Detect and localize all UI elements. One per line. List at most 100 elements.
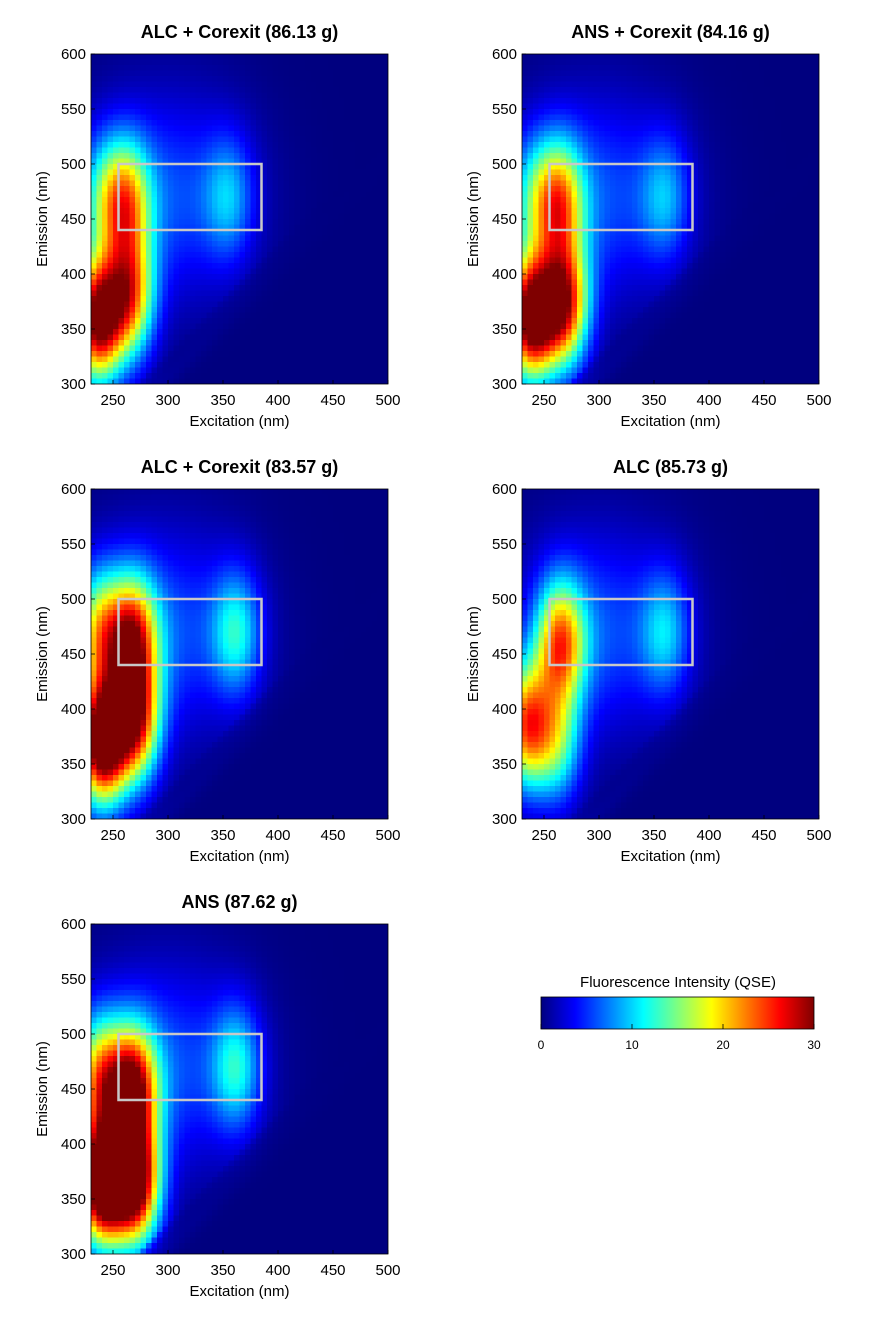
heatmap-cell: [283, 164, 290, 171]
heatmap-cell: [300, 169, 307, 176]
heatmap-cell: [107, 109, 114, 116]
heatmap-cell: [555, 241, 562, 248]
heatmap-cell: [151, 114, 158, 121]
heatmap-cell: [289, 65, 296, 72]
heatmap-cell: [382, 76, 388, 83]
heatmap-cell: [91, 175, 98, 182]
heatmap-cell: [113, 252, 120, 259]
heatmap-cell: [267, 175, 274, 182]
heatmap-cell: [349, 246, 356, 253]
heatmap-cell: [621, 109, 628, 116]
heatmap-cell: [538, 334, 545, 341]
heatmap-cell: [582, 301, 589, 308]
heatmap-cell: [355, 70, 362, 77]
heatmap-cell: [349, 235, 356, 242]
heatmap-cell: [107, 323, 114, 330]
heatmap-cell: [522, 246, 529, 253]
heatmap-cell: [289, 87, 296, 94]
heatmap-cell: [151, 92, 158, 99]
heatmap-cell: [184, 279, 191, 286]
heatmap-cell: [212, 114, 219, 121]
heatmap-cell: [659, 54, 666, 61]
heatmap-cell: [610, 230, 617, 237]
heatmap-cell: [316, 323, 323, 330]
heatmap-cell: [146, 54, 153, 61]
heatmap-cell: [626, 136, 633, 143]
heatmap-cell: [571, 180, 578, 187]
heatmap-cell: [311, 334, 318, 341]
heatmap-cell: [195, 180, 202, 187]
heatmap-cell: [217, 164, 224, 171]
heatmap-cell: [360, 109, 367, 116]
heatmap-cell: [360, 367, 367, 374]
heatmap-cell: [272, 109, 279, 116]
heatmap-cell: [371, 296, 378, 303]
heatmap-cell: [566, 158, 573, 165]
heatmap-cell: [322, 334, 329, 341]
heatmap-cell: [157, 323, 164, 330]
heatmap-cell: [377, 367, 384, 374]
heatmap-cell: [560, 285, 567, 292]
heatmap-cell: [327, 296, 334, 303]
heatmap-cell: [162, 186, 169, 193]
heatmap-cell: [113, 186, 120, 193]
heatmap-cell: [311, 224, 318, 231]
heatmap-cell: [146, 345, 153, 352]
heatmap-cell: [272, 378, 279, 384]
heatmap-cell: [206, 362, 213, 369]
heatmap-cell: [538, 109, 545, 116]
heatmap-cell: [538, 92, 545, 99]
heatmap-cell: [338, 114, 345, 121]
heatmap-cell: [129, 142, 136, 149]
heatmap-cell: [621, 76, 628, 83]
heatmap-cell: [228, 378, 235, 384]
heatmap-cell: [135, 87, 142, 94]
heatmap-cell: [102, 334, 109, 341]
heatmap-cell: [162, 197, 169, 204]
heatmap-cell: [544, 169, 551, 176]
heatmap-cell: [256, 246, 263, 253]
heatmap-cell: [654, 169, 661, 176]
heatmap-cell: [283, 136, 290, 143]
heatmap-cell: [289, 345, 296, 352]
heatmap-cell: [261, 224, 268, 231]
heatmap-cell: [168, 158, 175, 165]
heatmap-cell: [604, 186, 611, 193]
heatmap-cell: [533, 235, 540, 242]
heatmap-cell: [272, 186, 279, 193]
heatmap-cell: [538, 219, 545, 226]
heatmap-cell: [604, 103, 611, 110]
heatmap-cell: [632, 70, 639, 77]
heatmap-cell: [538, 70, 545, 77]
heatmap-cell: [168, 329, 175, 336]
heatmap-cell: [113, 175, 120, 182]
heatmap-cell: [648, 114, 655, 121]
heatmap-cell: [333, 263, 340, 270]
heatmap-cell: [344, 142, 351, 149]
heatmap-cell: [234, 103, 241, 110]
heatmap-cell: [344, 65, 351, 72]
heatmap-cell: [555, 213, 562, 220]
heatmap-cell: [102, 301, 109, 308]
heatmap-cell: [333, 158, 340, 165]
heatmap-cell: [615, 274, 622, 281]
heatmap-cell: [538, 296, 545, 303]
heatmap-cell: [272, 285, 279, 292]
x-tick-label: 400: [265, 392, 290, 409]
heatmap-cell: [533, 230, 540, 237]
heatmap-cell: [654, 246, 661, 253]
heatmap-cell: [670, 263, 677, 270]
heatmap-cell: [311, 131, 318, 138]
heatmap-cell: [195, 103, 202, 110]
heatmap-cell: [604, 362, 611, 369]
heatmap-cell: [278, 70, 285, 77]
heatmap-cell: [96, 367, 103, 374]
heatmap-cell: [366, 197, 373, 204]
heatmap-cell: [173, 131, 180, 138]
heatmap-cell: [91, 114, 98, 121]
heatmap-cell: [294, 186, 301, 193]
heatmap-cell: [637, 312, 644, 319]
heatmap-cell: [566, 191, 573, 198]
heatmap-cell: [294, 246, 301, 253]
heatmap-cell: [96, 70, 103, 77]
